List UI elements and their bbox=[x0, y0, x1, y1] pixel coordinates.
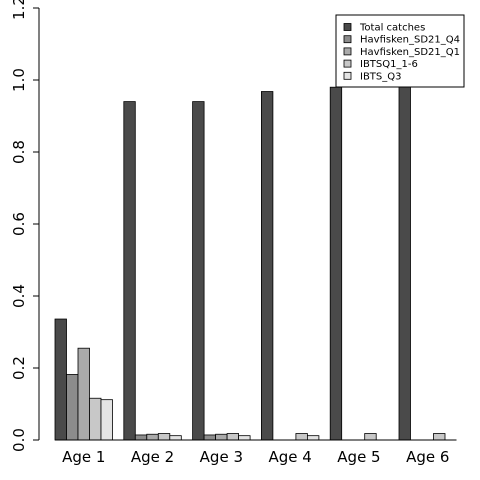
y-tick-label: 0.6 bbox=[10, 212, 28, 236]
bar-0-2 bbox=[192, 101, 205, 441]
y-tick-label: 0.2 bbox=[10, 356, 28, 380]
legend-entry: IBTS_Q3 bbox=[360, 71, 402, 82]
category-label: Age 4 bbox=[268, 448, 311, 466]
bar-0-3 bbox=[260, 91, 274, 441]
legend-swatch bbox=[343, 23, 352, 31]
bar-0-5 bbox=[398, 85, 411, 441]
category-label: Age 1 bbox=[62, 448, 105, 466]
bars bbox=[54, 85, 446, 441]
legend-box bbox=[335, 14, 465, 88]
category-label: Age 5 bbox=[337, 448, 380, 466]
category-label: Age 6 bbox=[406, 448, 449, 466]
legend-swatch bbox=[343, 35, 352, 44]
category-label: Age 2 bbox=[131, 448, 174, 466]
bar-2-0 bbox=[77, 347, 90, 441]
legend-entry: IBTSQ1_1-6 bbox=[360, 59, 418, 70]
bar-4-2 bbox=[238, 435, 251, 441]
bar-0-4 bbox=[329, 86, 343, 441]
y-tick-label: 0.8 bbox=[10, 140, 28, 164]
legend: Total catchesHavfisken_SD21_Q4Havfisken_… bbox=[335, 14, 465, 88]
legend-swatch bbox=[343, 59, 352, 68]
bar-3-4 bbox=[364, 433, 377, 441]
category-labels: Age 1 Age 2 Age 3 Age 4 Age 5 Age 6 bbox=[62, 448, 449, 466]
legend-swatch bbox=[343, 47, 352, 56]
bar-4-0 bbox=[100, 399, 113, 441]
y-tick-label: 0.4 bbox=[10, 284, 28, 308]
bar-1-0 bbox=[66, 374, 79, 441]
bar-3-0 bbox=[89, 397, 102, 441]
bar-2-1 bbox=[146, 433, 159, 441]
bar-3-5 bbox=[433, 433, 446, 441]
bar-3-2 bbox=[226, 433, 240, 441]
legend-entry: Havfisken_SD21_Q1 bbox=[360, 47, 460, 58]
legend-entry: Total catches bbox=[359, 23, 425, 34]
y-tick-label: 0.0 bbox=[10, 428, 28, 452]
y-axis: 0.0 0.2 0.4 0.6 0.8 1.0 1.2 bbox=[10, 0, 40, 452]
category-label: Age 3 bbox=[200, 448, 243, 466]
bar-3-3 bbox=[295, 433, 308, 441]
y-tick-label: 1.0 bbox=[10, 68, 28, 92]
bar-1-1 bbox=[134, 434, 148, 441]
bar-4-3 bbox=[306, 435, 320, 441]
bar-4-1 bbox=[169, 435, 182, 441]
bar-0-1 bbox=[123, 101, 136, 441]
y-tick-label: 1.2 bbox=[10, 0, 28, 20]
bar-3-1 bbox=[157, 433, 171, 441]
bar-0-0 bbox=[54, 318, 67, 441]
legend-swatch bbox=[343, 71, 352, 80]
bar-2-2 bbox=[215, 433, 228, 441]
bar-1-2 bbox=[203, 434, 217, 441]
legend-entry: Havfisken_SD21_Q4 bbox=[360, 35, 460, 46]
